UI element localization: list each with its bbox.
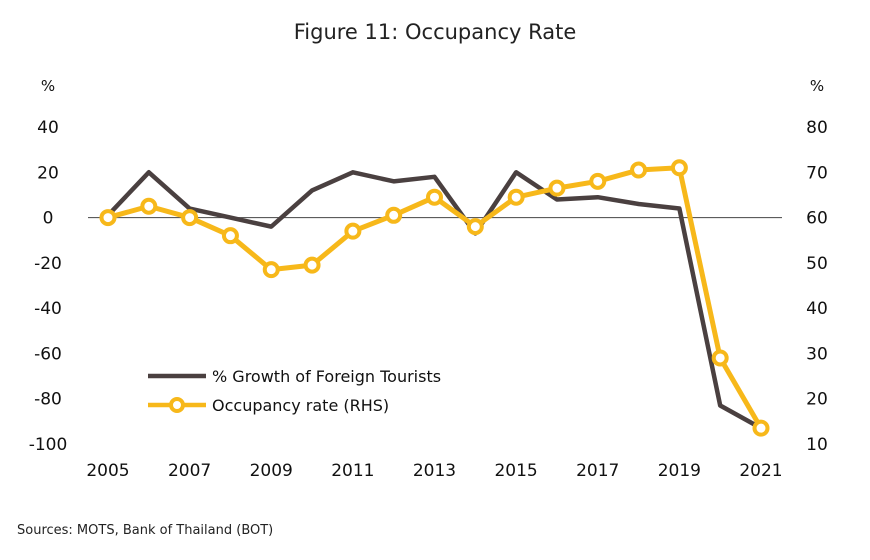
occupancy-point xyxy=(303,256,321,274)
x-tick-label: 2017 xyxy=(576,461,619,481)
right-tick-label: 30 xyxy=(806,344,828,364)
occupancy-point xyxy=(466,218,484,236)
x-tick-label: 2009 xyxy=(250,461,293,481)
left-axis-ticks: 40 20 0 -20 -40 -60 -80 -100 xyxy=(29,118,68,455)
occupancy-point xyxy=(262,261,280,279)
legend-label-occupancy: Occupancy rate (RHS) xyxy=(212,396,389,415)
x-axis-ticks: 2005 2007 2009 2011 2013 2015 2017 2019 2021 xyxy=(86,461,782,481)
right-tick-label: 50 xyxy=(806,254,828,274)
x-tick-label: 2013 xyxy=(413,461,456,481)
occupancy-point xyxy=(385,206,403,224)
left-tick-label: 40 xyxy=(37,118,59,138)
right-tick-label: 80 xyxy=(806,118,828,138)
legend-marker-occupancy xyxy=(169,397,185,413)
legend: % Growth of Foreign Tourists Occupancy r… xyxy=(148,367,441,415)
legend-label-growth: % Growth of Foreign Tourists xyxy=(212,367,441,386)
series-layer xyxy=(99,159,770,437)
left-tick-label: 0 xyxy=(43,209,54,229)
occupancy-point xyxy=(426,188,443,206)
x-tick-label: 2021 xyxy=(739,461,782,481)
left-axis-unit: % xyxy=(41,77,55,95)
x-tick-label: 2011 xyxy=(331,461,374,481)
occupancy-point xyxy=(99,209,117,227)
right-tick-label: 70 xyxy=(806,163,828,183)
occupancy-point xyxy=(548,179,566,197)
x-tick-label: 2019 xyxy=(658,461,701,481)
left-tick-label: -20 xyxy=(34,254,62,274)
occupancy-point xyxy=(181,209,199,227)
left-tick-label: -100 xyxy=(29,435,68,455)
right-tick-label: 10 xyxy=(806,435,828,455)
source-note: Sources: MOTS, Bank of Thailand (BOT) xyxy=(17,523,273,538)
right-axis-ticks: 80 70 60 50 40 30 20 10 xyxy=(806,118,828,455)
right-tick-label: 20 xyxy=(806,390,828,410)
occupancy-point xyxy=(630,161,648,179)
right-tick-label: 60 xyxy=(806,209,828,229)
left-tick-label: -60 xyxy=(34,344,62,364)
right-tick-label: 40 xyxy=(806,299,828,319)
x-tick-label: 2007 xyxy=(168,461,211,481)
occupancy-point xyxy=(670,159,688,177)
left-tick-label: -40 xyxy=(34,299,62,319)
occupancy-point xyxy=(344,222,362,240)
occupancy-point xyxy=(589,172,607,190)
series-line-tourist-growth xyxy=(105,170,764,431)
left-tick-label: -80 xyxy=(34,390,62,410)
right-axis-unit: % xyxy=(810,77,824,95)
occupancy-point xyxy=(711,349,729,367)
chart-title: Figure 11: Occupancy Rate xyxy=(294,20,577,44)
occupancy-point xyxy=(507,188,525,206)
x-tick-label: 2005 xyxy=(86,461,129,481)
occupancy-point xyxy=(221,227,239,245)
left-tick-label: 20 xyxy=(37,163,59,183)
occupancy-point xyxy=(752,419,770,437)
x-tick-label: 2015 xyxy=(494,461,537,481)
occupancy-point xyxy=(140,197,158,215)
